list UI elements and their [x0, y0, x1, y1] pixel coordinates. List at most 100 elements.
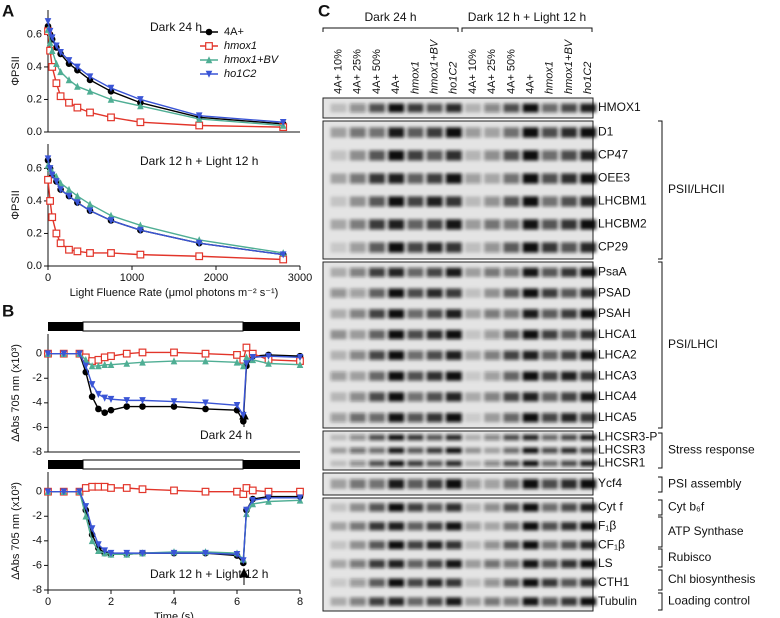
category-label: PSI assembly	[668, 477, 741, 491]
band	[388, 173, 405, 184]
band	[407, 413, 424, 423]
band	[349, 173, 366, 184]
band	[445, 522, 462, 531]
blot-box	[322, 261, 594, 429]
marker	[86, 207, 94, 215]
band-row	[330, 196, 597, 207]
marker	[107, 484, 115, 492]
category-label: PSII/LHCII	[668, 182, 725, 196]
y-axis-label: ΦPSII	[10, 190, 22, 220]
marker	[265, 359, 272, 367]
band	[349, 447, 366, 454]
band	[349, 330, 366, 340]
band	[349, 242, 366, 253]
band	[522, 460, 539, 467]
band	[445, 371, 462, 381]
protein-label: CF₁β	[598, 537, 625, 551]
band	[541, 309, 558, 319]
marker	[57, 48, 64, 57]
protein-label: LHCBM1	[598, 194, 647, 208]
marker	[86, 108, 94, 117]
band	[330, 447, 347, 454]
marker	[53, 178, 60, 186]
band	[426, 127, 443, 138]
band	[580, 460, 597, 467]
protein-label: LHCA3	[598, 368, 637, 382]
marker	[265, 494, 272, 502]
band	[407, 350, 424, 360]
band	[541, 242, 558, 253]
marker	[139, 403, 146, 410]
band	[349, 392, 366, 402]
protein-label: LHCA5	[598, 410, 637, 424]
y-tick-label: -6	[32, 559, 42, 571]
band	[369, 503, 385, 512]
band	[445, 559, 462, 569]
band	[330, 196, 347, 207]
marker	[44, 488, 52, 496]
band	[369, 413, 385, 423]
band	[522, 479, 539, 489]
band	[426, 479, 443, 489]
band	[445, 330, 462, 340]
band-row	[330, 559, 597, 569]
band	[503, 127, 520, 138]
marker	[139, 358, 146, 366]
y-tick-label: -4	[32, 535, 42, 547]
marker	[88, 362, 96, 370]
marker	[94, 355, 103, 364]
band	[330, 242, 347, 253]
band	[445, 479, 462, 489]
band	[465, 559, 481, 569]
band	[349, 540, 366, 550]
marker	[264, 487, 273, 496]
y-tick-label: 0.0	[27, 260, 42, 272]
band	[561, 330, 577, 340]
band	[349, 503, 366, 512]
band	[561, 559, 577, 569]
marker	[137, 221, 144, 229]
lane-label: 4A+ 10%	[467, 49, 479, 94]
band	[388, 350, 405, 360]
band	[484, 350, 501, 360]
legend-marker	[205, 28, 213, 36]
y-tick-label: -2	[32, 510, 42, 522]
band	[407, 434, 424, 441]
band	[484, 503, 501, 512]
band	[426, 559, 443, 569]
band	[561, 447, 577, 454]
band	[561, 103, 577, 113]
band	[407, 559, 424, 569]
band	[503, 150, 520, 161]
band	[522, 288, 539, 298]
lane-label: 4A+	[390, 74, 402, 94]
band	[349, 413, 366, 423]
band	[561, 309, 577, 319]
band-row	[330, 413, 597, 423]
marker	[107, 249, 115, 257]
category-bracket	[658, 120, 663, 260]
band	[349, 597, 366, 606]
panel-label: B	[2, 301, 14, 320]
marker	[52, 79, 61, 88]
band	[580, 540, 597, 550]
group-label: Dark 24 h	[364, 10, 416, 24]
band	[426, 242, 443, 253]
band	[541, 540, 558, 550]
band	[541, 559, 558, 569]
band	[561, 242, 577, 253]
marker	[86, 73, 94, 81]
marker	[57, 68, 64, 76]
band	[541, 150, 558, 161]
band	[388, 288, 405, 298]
band	[407, 578, 424, 587]
marker	[249, 496, 257, 505]
marker	[60, 488, 68, 496]
band	[426, 392, 443, 402]
band	[388, 309, 405, 319]
band	[330, 503, 347, 512]
marker	[242, 343, 251, 352]
band	[349, 196, 366, 207]
marker	[243, 360, 250, 368]
band	[330, 330, 347, 340]
